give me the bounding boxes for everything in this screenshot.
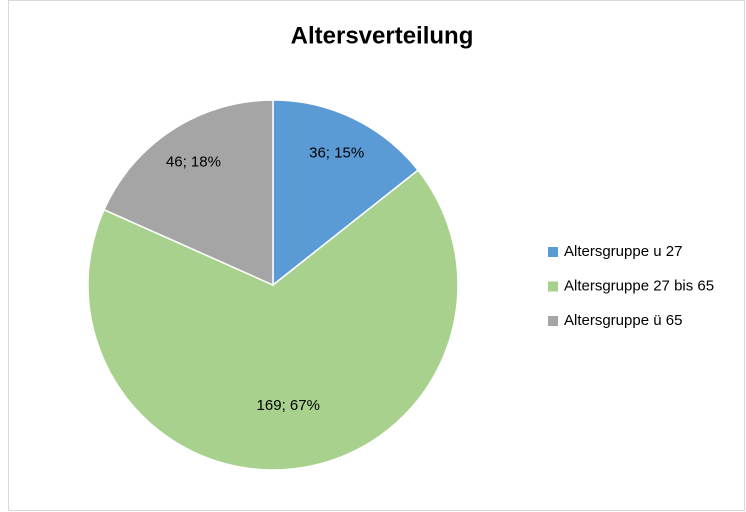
legend-label: Altersgruppe 27 bis 65 — [564, 277, 714, 294]
pie-slice — [272, 99, 420, 287]
legend-label: Altersgruppe ü 65 — [564, 312, 682, 329]
data-label: 46; 18% — [166, 153, 221, 170]
legend-label: Altersgruppe u 27 — [564, 243, 682, 260]
pie-slice — [103, 99, 274, 287]
legend-swatch — [548, 281, 558, 292]
legend-swatch — [548, 247, 558, 257]
pie-slice — [87, 169, 459, 471]
chart-title: Altersverteilung — [291, 22, 474, 49]
legend-swatch — [548, 316, 558, 326]
data-label: 169; 67% — [257, 397, 320, 414]
data-label: 36; 15% — [309, 144, 364, 161]
